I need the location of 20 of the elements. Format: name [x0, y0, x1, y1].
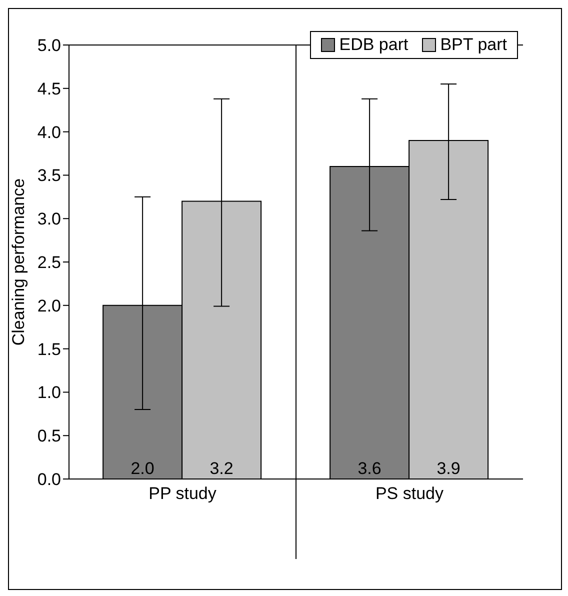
y-tick-label: 3.5	[37, 166, 61, 186]
y-tick-label: 0.5	[37, 426, 61, 446]
y-tick-label: 3.0	[37, 210, 61, 229]
y-tick-label: 1.0	[37, 383, 61, 402]
data-label: 2.0	[130, 459, 154, 478]
y-tick-label: 5.0	[37, 36, 61, 56]
legend-label: EDB part	[339, 35, 408, 55]
data-label: 3.9	[436, 459, 460, 478]
y-axis-title: Cleaning performance	[9, 178, 28, 346]
y-tick-label: 4.5	[37, 79, 61, 98]
x-tick-label: PS study	[375, 484, 444, 504]
legend-label: BPT part	[440, 35, 507, 55]
y-tick-label: 2.5	[37, 253, 61, 272]
y-tick-label: 2.0	[37, 296, 61, 316]
y-tick-label: 1.5	[37, 340, 61, 359]
y-tick-label: 0.0	[37, 470, 61, 490]
y-tick-label: 4.0	[37, 122, 61, 142]
data-label: 3.2	[210, 459, 234, 478]
data-label: 3.6	[358, 459, 382, 478]
x-tick-label: PP study	[148, 484, 217, 504]
